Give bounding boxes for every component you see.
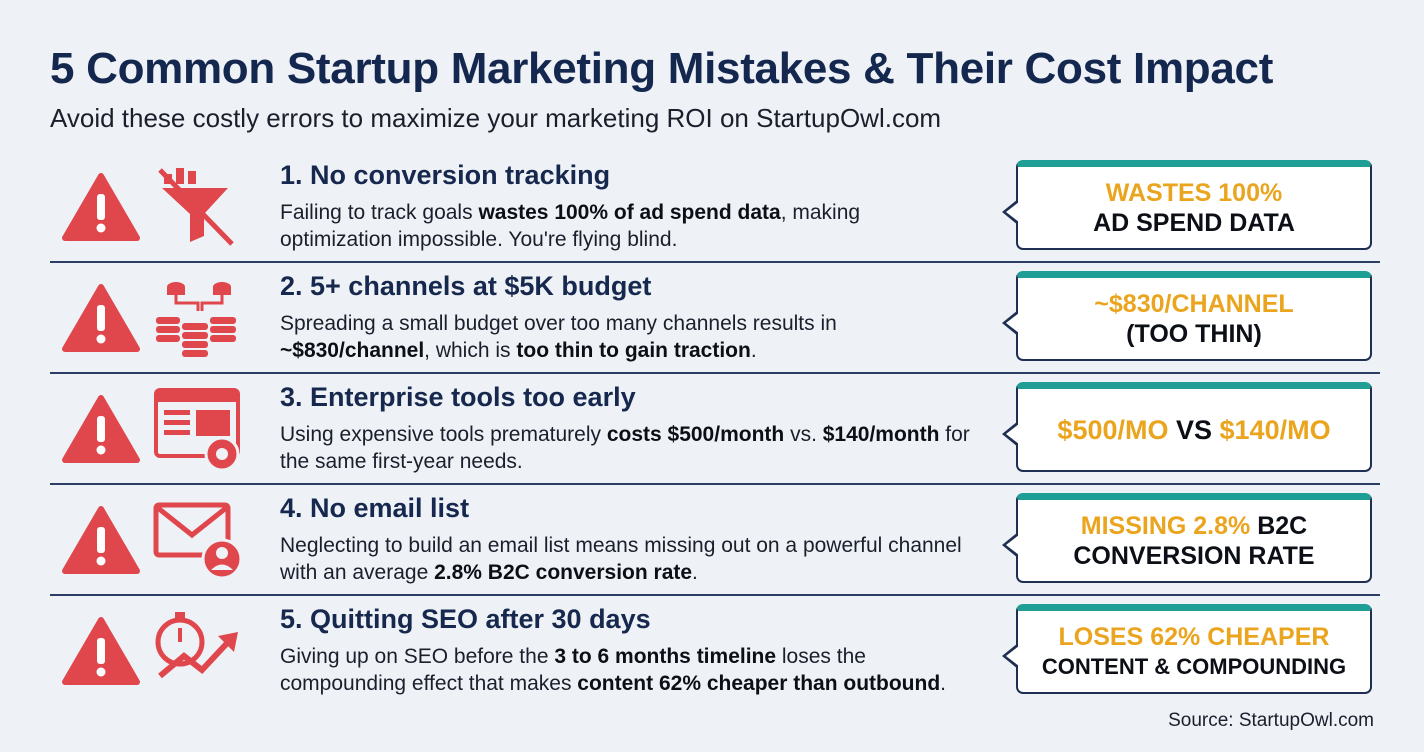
emphasis-text: content 62% cheaper than outbound <box>577 672 941 695</box>
envelope-user-icon <box>153 502 243 580</box>
text-segment: Spreading a small budget over too many c… <box>280 312 837 335</box>
text-segment: loses the compounding effect that makes <box>280 645 866 695</box>
text-segment: ~$830/CHANNEL <box>1094 289 1294 318</box>
mistake-title: 2. 5+ channels at $5K budget <box>280 271 652 301</box>
mistake-description: Using expensive tools prematurely costs … <box>280 421 970 475</box>
text-segment: $500/MO <box>1057 414 1169 445</box>
callout-line-1: LOSES 62% CHEAPER <box>1059 622 1330 652</box>
cost-callout: ~$830/CHANNEL (TOO THIN) <box>1002 271 1372 361</box>
text-segment: LOSES 62% CHEAPER <box>1058 622 1330 651</box>
text-segment: Neglecting to build an email list means … <box>280 534 962 584</box>
emphasis-text: 2.8% B2C conversion rate <box>434 561 693 584</box>
text-segment: , which is <box>424 339 517 362</box>
stopwatch-trend-arrow-icon <box>155 612 238 679</box>
text-segment: MISSING 2.8% <box>1080 511 1251 540</box>
mistake-row-4: 4. No email list Neglecting to build an … <box>50 485 1380 596</box>
text-segment: , making optimization impossible. You're… <box>280 201 861 251</box>
text-segment: $140/MO <box>1219 414 1331 445</box>
cost-callout: LOSES 62% CHEAPER CONTENT & COMPOUNDING <box>1002 604 1372 694</box>
callout-line-2: CONTENT & COMPOUNDING <box>1042 652 1346 682</box>
crossed-out-funnel-icon <box>158 168 234 246</box>
text-segment: CONVERSION RATE <box>1073 541 1315 570</box>
coin-stacks-network-icon <box>156 282 236 357</box>
emphasis-text: $140/month <box>822 423 940 446</box>
mistake-title: 1. No conversion tracking <box>280 160 611 190</box>
emphasis-text: 3 to 6 months timeline <box>554 645 777 668</box>
text-segment: CONTENT & COMPOUNDING <box>1041 653 1347 679</box>
mistake-row-5: 5. Quitting SEO after 30 days Giving up … <box>50 596 1380 705</box>
text-segment: Giving up on SEO before the <box>280 645 555 668</box>
page-subtitle: Avoid these costly errors to maximize yo… <box>50 103 942 133</box>
text-segment: . <box>940 672 946 695</box>
text-segment: . <box>692 561 698 584</box>
text-segment: Using expensive tools prematurely <box>280 423 607 446</box>
cost-callout: WASTES 100% AD SPEND DATA <box>1002 160 1372 250</box>
mistake-row-3: 3. Enterprise tools too early Using expe… <box>50 374 1380 485</box>
mistake-row-1: 1. No conversion tracking Failing to tra… <box>50 152 1380 263</box>
mistake-row-2: 2. 5+ channels at $5K budget Spreading a… <box>50 263 1380 374</box>
callout-line-2: CONVERSION RATE <box>1073 541 1314 571</box>
mistake-title: 5. Quitting SEO after 30 days <box>280 604 651 634</box>
callout-line-1: ~$830/CHANNEL <box>1094 289 1293 319</box>
emphasis-text: ~$830/channel <box>280 339 425 362</box>
text-segment: Failing to track goals <box>280 201 479 224</box>
text-segment: vs. <box>784 423 823 446</box>
cost-callout: MISSING 2.8% B2C CONVERSION RATE <box>1002 493 1372 583</box>
callout-line-2: (TOO THIN) <box>1126 319 1262 349</box>
mistake-title: 4. No email list <box>280 493 470 523</box>
mistake-description: Neglecting to build an email list means … <box>280 532 970 586</box>
browser-window-gear-icon <box>154 388 240 472</box>
warning-triangle-icon <box>62 395 140 463</box>
source-note: Source: StartupOwl.com <box>1168 710 1374 731</box>
callout-line-1: MISSING 2.8% B2C <box>1081 511 1307 541</box>
text-segment: (TOO THIN) <box>1126 319 1262 348</box>
warning-triangle-icon <box>62 617 140 685</box>
emphasis-text: costs $500/month <box>606 423 785 446</box>
callout-line-2: AD SPEND DATA <box>1093 208 1295 238</box>
text-segment: AD SPEND DATA <box>1093 208 1295 237</box>
text-segment: WASTES 100% <box>1105 178 1283 207</box>
text-segment: VS <box>1168 414 1220 445</box>
page-title: 5 Common Startup Marketing Mistakes & Th… <box>50 44 1274 93</box>
mistake-description: Spreading a small budget over too many c… <box>280 310 970 364</box>
mistake-title: 3. Enterprise tools too early <box>280 382 636 412</box>
text-segment: B2C <box>1250 511 1308 540</box>
warning-triangle-icon <box>62 506 140 574</box>
cost-callout: $500/MO VS $140/MO <box>1002 382 1372 472</box>
text-segment: for the same first-year needs. <box>280 423 970 473</box>
callout-line-1: $500/MO VS $140/MO <box>1057 415 1330 445</box>
mistakes-list: 1. No conversion tracking Failing to tra… <box>50 152 1380 705</box>
mistake-description: Failing to track goals wastes 100% of ad… <box>280 199 970 253</box>
warning-triangle-icon <box>62 284 140 352</box>
emphasis-text: too thin to gain traction <box>516 339 751 362</box>
text-segment: . <box>750 339 757 362</box>
emphasis-text: wastes 100% of ad spend data <box>478 201 781 224</box>
mistake-description: Giving up on SEO before the 3 to 6 month… <box>280 643 970 697</box>
callout-line-1: WASTES 100% <box>1106 178 1282 208</box>
warning-triangle-icon <box>62 173 140 241</box>
